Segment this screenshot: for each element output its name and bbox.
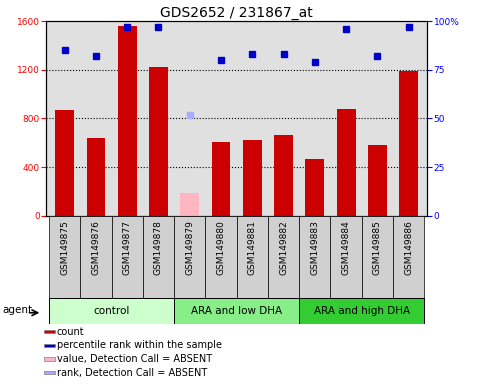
Bar — [268, 216, 299, 298]
Bar — [299, 298, 425, 324]
Bar — [274, 136, 293, 216]
Text: percentile rank within the sample: percentile rank within the sample — [57, 340, 222, 350]
Bar — [330, 216, 362, 298]
Bar — [337, 109, 355, 216]
Bar — [174, 298, 299, 324]
Bar — [149, 67, 168, 216]
Bar — [305, 159, 324, 216]
Bar — [55, 110, 74, 216]
Text: GSM149884: GSM149884 — [341, 220, 351, 275]
Bar — [299, 216, 330, 298]
Bar — [237, 216, 268, 298]
Bar — [143, 216, 174, 298]
Text: GSM149886: GSM149886 — [404, 220, 413, 275]
Text: GSM149883: GSM149883 — [311, 220, 319, 275]
Bar — [49, 216, 80, 298]
Bar — [49, 298, 174, 324]
Text: agent: agent — [2, 305, 32, 315]
Text: ARA and high DHA: ARA and high DHA — [314, 306, 410, 316]
Bar — [368, 145, 387, 216]
Text: value, Detection Call = ABSENT: value, Detection Call = ABSENT — [57, 354, 212, 364]
Text: control: control — [93, 306, 130, 316]
Bar — [44, 357, 55, 361]
Bar — [86, 138, 105, 216]
Bar — [44, 371, 55, 374]
Text: count: count — [57, 327, 85, 337]
Text: GSM149877: GSM149877 — [123, 220, 132, 275]
Bar — [112, 216, 143, 298]
Bar — [180, 193, 199, 216]
Bar — [44, 330, 55, 333]
Bar — [80, 216, 112, 298]
Text: rank, Detection Call = ABSENT: rank, Detection Call = ABSENT — [57, 368, 207, 378]
Bar — [362, 216, 393, 298]
Text: GSM149876: GSM149876 — [91, 220, 100, 275]
Text: GSM149881: GSM149881 — [248, 220, 257, 275]
Bar — [118, 26, 137, 216]
Title: GDS2652 / 231867_at: GDS2652 / 231867_at — [160, 6, 313, 20]
Text: GSM149882: GSM149882 — [279, 220, 288, 275]
Bar — [243, 141, 262, 216]
Bar — [174, 216, 205, 298]
Bar — [205, 216, 237, 298]
Text: GSM149878: GSM149878 — [154, 220, 163, 275]
Text: GSM149875: GSM149875 — [60, 220, 69, 275]
Bar — [399, 71, 418, 216]
Bar — [44, 344, 55, 347]
Text: GSM149879: GSM149879 — [185, 220, 194, 275]
Text: GSM149885: GSM149885 — [373, 220, 382, 275]
Text: ARA and low DHA: ARA and low DHA — [191, 306, 282, 316]
Bar — [393, 216, 425, 298]
Text: GSM149880: GSM149880 — [216, 220, 226, 275]
Bar — [212, 142, 230, 216]
